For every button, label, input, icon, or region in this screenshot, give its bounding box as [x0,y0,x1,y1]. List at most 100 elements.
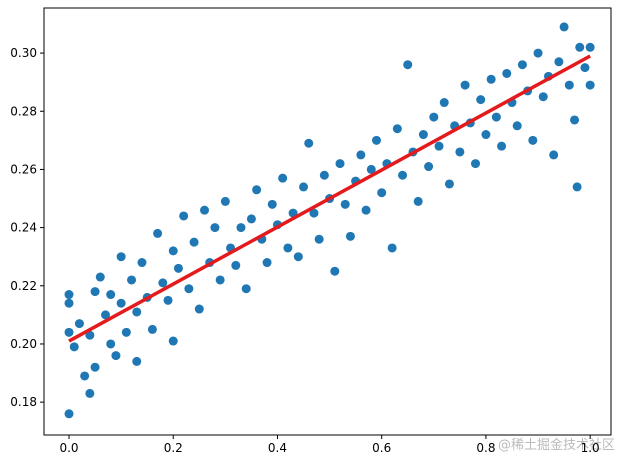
point [439,98,449,108]
point [398,170,408,180]
point [168,246,178,256]
point [236,223,246,233]
watermark: @稀土掘金技术社区 [498,437,615,453]
point [194,304,204,314]
x-tick-label: 1.0 [581,441,600,455]
point [491,112,501,122]
point [377,188,387,198]
point [413,196,423,206]
point [278,173,288,183]
point [330,266,340,276]
x-tick-label: 0.2 [164,441,183,455]
point [549,150,559,160]
y-tick-label: 0.30 [10,46,37,60]
fit-line [68,54,591,343]
y-tick-label: 0.26 [10,162,37,176]
point [429,112,439,122]
point [356,150,366,160]
point [424,162,434,172]
point [127,275,137,285]
point [220,196,230,206]
point [64,290,74,300]
point [304,138,314,148]
point [64,298,74,308]
point [570,115,580,125]
point [90,362,100,372]
point [158,278,168,288]
point [335,159,345,169]
point [528,135,538,145]
point [502,68,512,78]
point [106,339,116,349]
x-tick-label: 0.0 [59,441,78,455]
x-tick-label: 0.4 [268,441,287,455]
point [517,60,527,70]
point [345,231,355,241]
point [585,42,595,52]
point [132,356,142,366]
point [538,92,548,102]
point [111,351,121,361]
point [366,164,376,174]
point [80,371,90,381]
y-tick-label: 0.24 [10,221,37,235]
point [100,310,110,320]
point [444,179,454,189]
point [153,228,163,238]
point [319,170,329,180]
point [580,63,590,73]
point [585,80,595,90]
point [90,287,100,297]
point [434,141,444,151]
y-tick-label: 0.28 [10,104,37,118]
point [252,185,262,195]
point [392,124,402,134]
point [559,22,569,32]
point [361,205,371,215]
point [403,60,413,70]
point [476,95,486,105]
point [215,275,225,285]
point [299,182,309,192]
point [293,252,303,262]
point [262,258,272,268]
point [387,243,397,253]
point [116,298,126,308]
point [106,290,116,300]
point [179,211,189,221]
point [184,284,194,294]
point [163,295,173,305]
point [189,237,199,247]
y-tick-label: 0.22 [10,279,37,293]
point [85,388,95,398]
point [241,284,251,294]
point [173,263,183,273]
y-tick-label: 0.18 [10,395,37,409]
point [168,336,178,346]
point [231,260,241,270]
point [137,258,147,268]
point [554,57,564,67]
point [497,141,507,151]
point [64,327,74,337]
x-tick-label: 0.8 [476,441,495,455]
point [340,199,350,209]
point [246,214,256,224]
point [314,234,324,244]
point [147,324,157,334]
point [74,319,84,329]
point [471,159,481,169]
point [460,80,470,90]
point [533,48,543,58]
point [371,135,381,145]
point [283,243,293,253]
point [121,327,131,337]
point [455,147,465,157]
point [116,252,126,262]
point [210,223,220,233]
point [564,80,574,90]
point [575,42,585,52]
point [132,307,142,317]
plot-frame [43,7,612,436]
point [200,205,210,215]
